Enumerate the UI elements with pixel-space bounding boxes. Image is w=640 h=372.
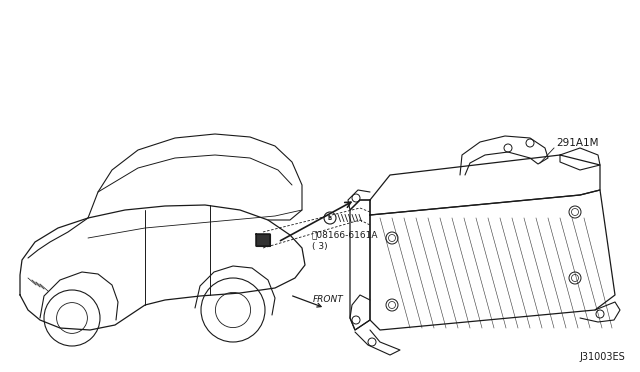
Text: FRONT: FRONT <box>313 295 344 305</box>
Text: 291A1M: 291A1M <box>556 138 598 148</box>
Text: る08166-6161A
( 3): る08166-6161A ( 3) <box>312 230 378 251</box>
Polygon shape <box>256 234 270 246</box>
Text: J31003ES: J31003ES <box>579 352 625 362</box>
Text: B: B <box>328 215 332 221</box>
